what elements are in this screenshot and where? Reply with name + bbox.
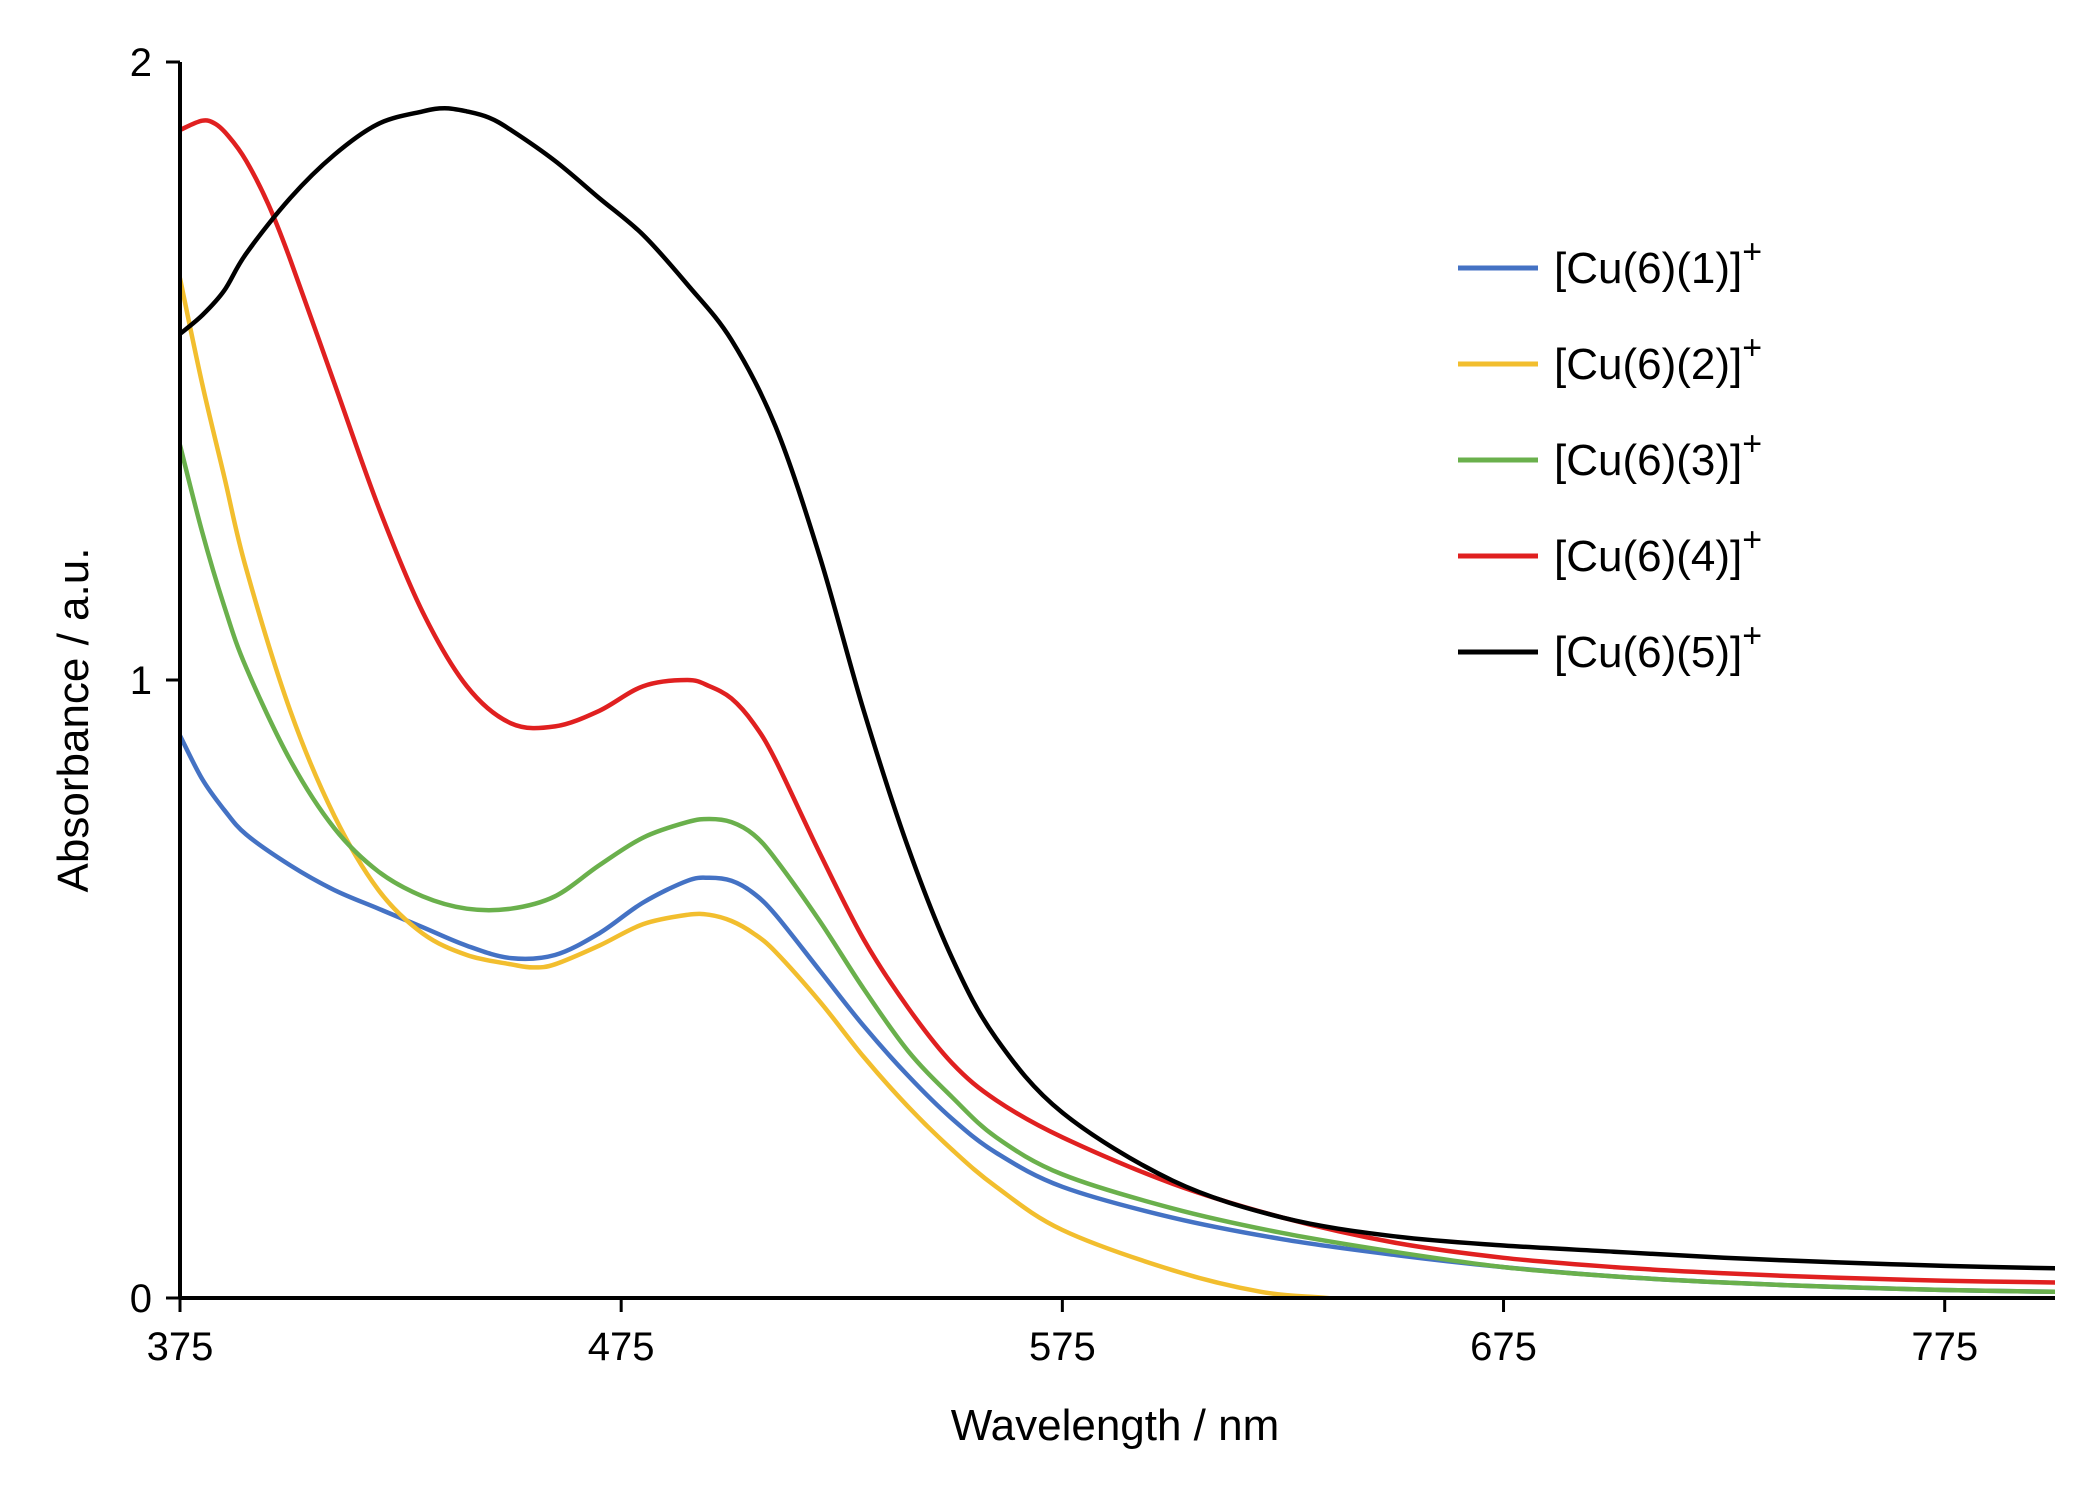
ticks-layer: 375 475 575 675 775 0 1 2 xyxy=(130,41,1978,1369)
legend-item: [Cu(6)(2)]+ xyxy=(1458,329,1762,389)
series-line-1 xyxy=(180,733,2055,1295)
y-tick-label: 2 xyxy=(130,41,152,85)
legend-item: [Cu(6)(3)]+ xyxy=(1458,425,1762,485)
series-line-3 xyxy=(180,442,2055,1295)
series-line-4 xyxy=(180,118,2055,1285)
legend-label: [Cu(6)(4)]+ xyxy=(1554,521,1762,581)
x-tick-label: 775 xyxy=(1911,1325,1978,1369)
legend: [Cu(6)(1)]+ [Cu(6)(2)]+ [Cu(6)(3)]+ [Cu(6)(… xyxy=(1458,233,1762,677)
series-layer xyxy=(180,106,2055,1298)
legend-label: [Cu(6)(5)]+ xyxy=(1554,617,1762,677)
x-tick-label: 375 xyxy=(147,1325,214,1369)
x-tick-label: 675 xyxy=(1470,1325,1537,1369)
x-axis-title: Wavelength / nm xyxy=(951,1401,1280,1450)
legend-item: [Cu(6)(1)]+ xyxy=(1458,233,1762,293)
legend-item: [Cu(6)(4)]+ xyxy=(1458,521,1762,581)
y-tick-label: 0 xyxy=(130,1277,152,1321)
y-axis-title: Absorbance / a.u. xyxy=(49,548,98,893)
series-line-5 xyxy=(180,106,2055,1271)
legend-item: [Cu(6)(5)]+ xyxy=(1458,617,1762,677)
x-tick-label: 575 xyxy=(1029,1325,1096,1369)
x-tick-label: 475 xyxy=(588,1325,655,1369)
y-tick-label: 1 xyxy=(130,659,152,703)
series-line-2 xyxy=(180,276,1351,1298)
legend-label: [Cu(6)(1)]+ xyxy=(1554,233,1762,293)
legend-label: [Cu(6)(2)]+ xyxy=(1554,329,1762,389)
legend-label: [Cu(6)(3)]+ xyxy=(1554,425,1762,485)
